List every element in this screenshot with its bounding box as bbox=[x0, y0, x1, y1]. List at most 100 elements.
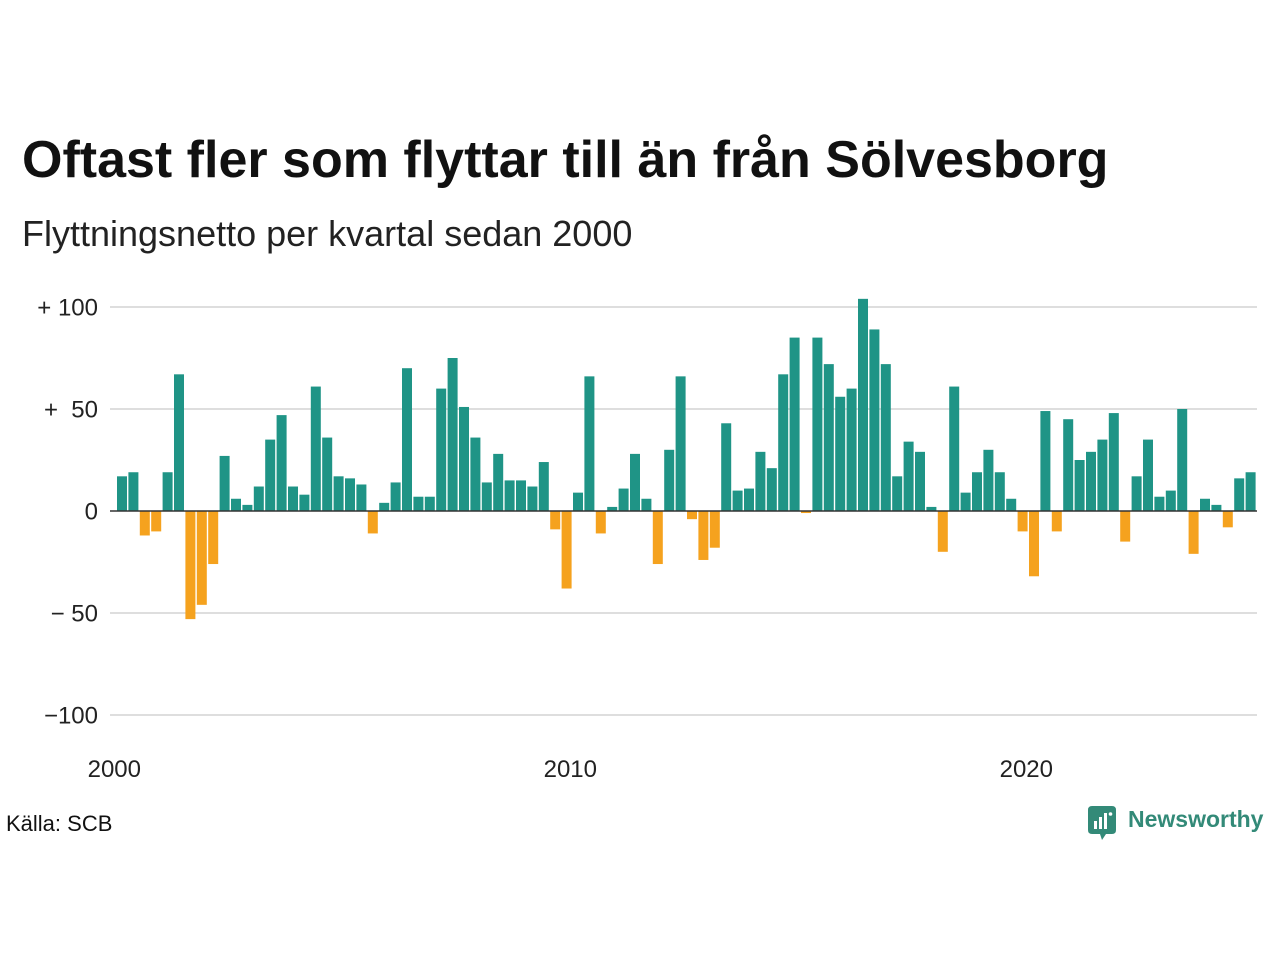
bar-positive bbox=[1108, 413, 1119, 511]
bar-positive bbox=[858, 298, 868, 511]
bar-positive bbox=[778, 374, 789, 511]
y-tick-label: 0 bbox=[85, 499, 98, 526]
bar-negative bbox=[1120, 511, 1131, 542]
bar-negative bbox=[151, 511, 162, 532]
bar-positive bbox=[1211, 504, 1222, 511]
bar-positive bbox=[892, 476, 903, 511]
bar-positive bbox=[664, 449, 675, 511]
bar-positive bbox=[402, 368, 412, 511]
bar-positive bbox=[322, 437, 333, 511]
bar-positive bbox=[835, 396, 846, 511]
source-note: Källa: SCB bbox=[6, 811, 113, 836]
chart-title: Oftast fler som flyttar till än från Söl… bbox=[22, 131, 1109, 189]
bar-positive bbox=[436, 388, 447, 511]
bar-positive bbox=[310, 386, 321, 511]
bar-positive bbox=[983, 449, 994, 511]
bar-positive bbox=[174, 374, 184, 511]
y-axis: + 100 + 50 0 − 50 −100 bbox=[37, 295, 98, 730]
bar-positive bbox=[447, 358, 458, 511]
y-tick-label: −100 bbox=[44, 703, 98, 730]
bar-negative bbox=[1222, 511, 1233, 528]
bar-positive bbox=[1086, 451, 1096, 511]
gridlines bbox=[110, 306, 1257, 716]
bar-positive bbox=[1040, 411, 1051, 511]
bar-positive bbox=[732, 490, 743, 511]
bar-positive bbox=[493, 453, 504, 511]
bar-positive bbox=[1165, 490, 1176, 511]
bar-positive bbox=[504, 480, 515, 511]
bar-positive bbox=[527, 486, 538, 511]
bar-positive bbox=[299, 494, 310, 511]
bar-positive bbox=[288, 486, 298, 511]
bar-negative bbox=[709, 511, 720, 548]
bar-positive bbox=[641, 498, 652, 511]
bar-positive bbox=[1097, 439, 1108, 511]
bar-positive bbox=[253, 486, 264, 511]
bar-positive bbox=[926, 506, 937, 511]
bar-negative bbox=[687, 511, 697, 520]
bar-positive bbox=[1063, 419, 1074, 511]
bar-negative bbox=[196, 511, 207, 605]
y-tick-label: + 100 bbox=[37, 295, 98, 322]
x-tick-label: 2010 bbox=[544, 756, 597, 783]
bar-positive bbox=[333, 476, 344, 511]
bar-positive bbox=[812, 337, 823, 511]
bar-positive bbox=[128, 472, 139, 511]
bar-positive bbox=[459, 406, 469, 511]
logo-text: Newsworthy bbox=[1128, 806, 1264, 832]
bar-negative bbox=[561, 511, 572, 589]
bar-positive bbox=[413, 496, 424, 511]
bar-positive bbox=[1154, 496, 1165, 511]
bar-negative bbox=[139, 511, 150, 536]
x-tick-label: 2000 bbox=[88, 756, 141, 783]
bar-positive bbox=[219, 455, 230, 511]
bar-positive bbox=[755, 451, 766, 511]
bar-positive bbox=[823, 364, 834, 511]
bar-negative bbox=[185, 511, 196, 620]
bar-positive bbox=[584, 376, 595, 511]
bar-positive bbox=[1143, 439, 1153, 511]
bar-positive bbox=[915, 451, 925, 511]
bar-positive bbox=[618, 488, 629, 511]
bar-negative bbox=[367, 511, 378, 534]
bar-positive bbox=[162, 472, 173, 511]
bar-negative bbox=[550, 511, 561, 530]
newsworthy-logo: Newsworthy bbox=[1088, 804, 1263, 840]
bar-positive bbox=[744, 488, 754, 511]
bar-positive bbox=[1074, 460, 1085, 511]
bar-negative bbox=[652, 511, 663, 565]
bar-negative bbox=[937, 511, 948, 552]
y-tick-label: + 50 bbox=[44, 397, 98, 424]
bar-positive bbox=[345, 478, 355, 511]
y-tick-label: − 50 bbox=[51, 601, 98, 628]
bar-positive bbox=[960, 492, 971, 511]
bar-positive bbox=[265, 439, 276, 511]
bar-negative bbox=[801, 511, 811, 514]
x-axis: 2000 2010 2020 bbox=[88, 756, 1053, 783]
bar-positive bbox=[675, 376, 686, 511]
bar-positive bbox=[379, 502, 390, 511]
bar-positive bbox=[972, 472, 982, 511]
bar-negative bbox=[1188, 511, 1199, 554]
bar-positive bbox=[846, 388, 857, 511]
bar-negative bbox=[208, 511, 219, 565]
bar-positive bbox=[1234, 478, 1245, 511]
bar-positive bbox=[231, 498, 241, 511]
x-tick-label: 2020 bbox=[1000, 756, 1053, 783]
bar-positive bbox=[424, 496, 435, 511]
bar-negative bbox=[595, 511, 606, 534]
bar-negative bbox=[1017, 511, 1028, 532]
bar-positive bbox=[630, 453, 640, 511]
bar-positive bbox=[607, 506, 618, 511]
bar-positive bbox=[994, 472, 1005, 511]
bar-positive bbox=[538, 462, 549, 511]
bar-positive bbox=[1200, 498, 1210, 511]
bar-positive bbox=[573, 492, 583, 511]
bar-positive bbox=[356, 484, 367, 511]
bar-positive bbox=[470, 437, 481, 511]
bar-negative bbox=[1051, 511, 1062, 532]
bar-positive bbox=[481, 482, 492, 511]
chart-subtitle: Flyttningsnetto per kvartal sedan 2000 bbox=[22, 213, 633, 254]
